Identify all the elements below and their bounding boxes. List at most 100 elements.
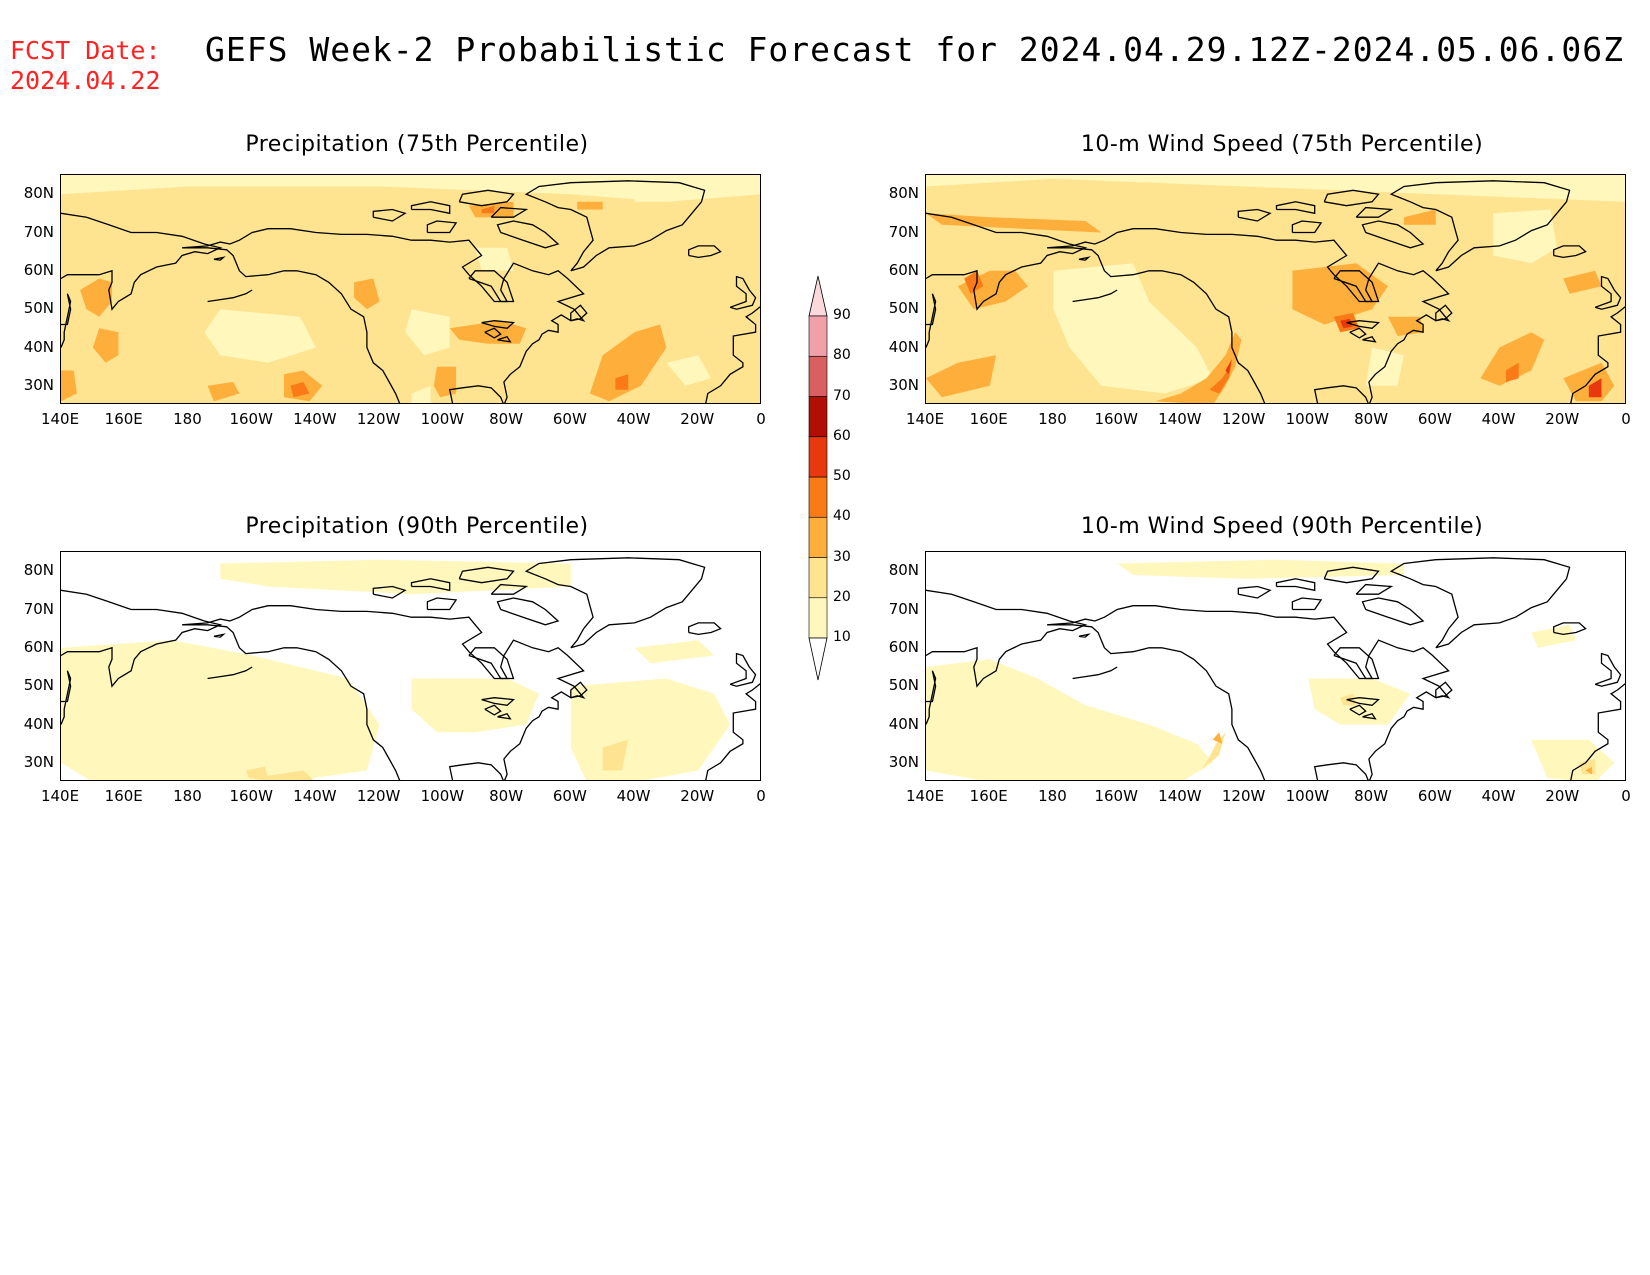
- map-canvas-precip-90: [61, 552, 760, 780]
- coastline: [1323, 566, 1380, 584]
- coastline: [372, 208, 407, 222]
- probability-area: [80, 278, 112, 317]
- main-title: GEFS Week-2 Probabilistic Forecast for 2…: [205, 30, 1625, 69]
- coastline: [1072, 666, 1118, 680]
- x-tick-label: 100W: [420, 787, 465, 805]
- probability-area: [61, 640, 380, 780]
- x-tick-label: 140W: [293, 787, 337, 805]
- x-tick-label: 160W: [1094, 787, 1138, 805]
- colorbar-label: 50: [833, 468, 851, 484]
- y-tick-label: 80N: [23, 561, 54, 580]
- probability-area: [1505, 362, 1519, 382]
- coastline: [372, 585, 407, 599]
- probability-area: [475, 247, 514, 271]
- y-tick-label: 60N: [23, 637, 54, 656]
- colorbar-swatch: [808, 557, 828, 599]
- y-tick-label: 30N: [888, 375, 919, 394]
- coastline: [1389, 557, 1571, 649]
- x-tick-label: 80W: [1354, 787, 1389, 805]
- coastline: [1323, 189, 1380, 207]
- coastline: [1047, 228, 1451, 403]
- coastline: [1346, 697, 1381, 706]
- colorbar-swatch: [808, 315, 828, 357]
- x-tick-label: 80W: [489, 410, 524, 428]
- coastline: [426, 597, 458, 611]
- probability-area: [1404, 209, 1436, 225]
- coastline: [1362, 713, 1377, 720]
- probability-area: [1480, 332, 1545, 386]
- x-tick-label: 80W: [1354, 410, 1389, 428]
- probability-area: [602, 739, 629, 771]
- colorbar-label: 40: [833, 508, 851, 525]
- probability-area: [1493, 209, 1557, 264]
- coastline: [926, 589, 1088, 688]
- probability-area: [204, 309, 316, 363]
- probability-area: [1340, 318, 1353, 329]
- coastline: [1078, 256, 1091, 261]
- coastline: [1349, 327, 1367, 339]
- probability-area: [634, 186, 673, 202]
- colorbar-label: 30: [833, 548, 851, 565]
- coastline: [688, 622, 722, 636]
- probability-area: [577, 201, 603, 210]
- y-tick-label: 40N: [888, 337, 919, 356]
- coastline: [61, 670, 72, 725]
- x-tick-label: 60W: [552, 410, 587, 428]
- x-tick-label: 40W: [616, 410, 651, 428]
- coastline: [1275, 578, 1316, 592]
- x-tick-label: 40W: [616, 787, 651, 805]
- coastline: [729, 275, 757, 310]
- coastline: [458, 566, 515, 584]
- coastline: [1291, 597, 1323, 611]
- probability-area: [481, 205, 495, 214]
- x-tick-label: 20W: [680, 410, 715, 428]
- x-tick-label: 160W: [1094, 410, 1138, 428]
- coastline: [1594, 652, 1622, 687]
- coastline: [497, 713, 512, 720]
- x-tick-label: 140E: [40, 410, 80, 428]
- y-tick-label: 50N: [888, 676, 919, 695]
- coastline: [1435, 681, 1453, 699]
- coastline: [497, 336, 512, 343]
- x-tick-label: 100W: [1285, 410, 1330, 428]
- coastline: [496, 597, 560, 626]
- x-tick-label: 120W: [1221, 410, 1266, 428]
- coastline: [570, 681, 588, 699]
- x-tick-label: 160E: [104, 787, 143, 805]
- coastline: [481, 697, 516, 706]
- probability-area: [411, 678, 539, 733]
- map-precip-90: [60, 551, 761, 781]
- coastline: [1361, 220, 1425, 249]
- probability-area: [290, 382, 310, 398]
- colorbar-top-extension: [808, 275, 828, 317]
- coastline: [468, 270, 515, 303]
- x-tick-label: 140W: [1158, 787, 1202, 805]
- x-tick-label: 0: [1621, 787, 1631, 805]
- coastline: [1361, 597, 1425, 626]
- probability-area: [926, 659, 1213, 780]
- probability-area: [405, 309, 450, 356]
- coastline: [207, 666, 253, 680]
- coastline: [1553, 622, 1587, 636]
- coastline: [926, 670, 937, 725]
- x-tick-label: 20W: [1545, 787, 1580, 805]
- coastline: [1594, 275, 1622, 310]
- coastline: [61, 293, 72, 348]
- colorbar: 90 80 70 60 50 40 30 20 10: [805, 272, 851, 686]
- colorbar-label: 80: [833, 347, 851, 364]
- x-tick-label: 180: [173, 787, 202, 805]
- x-tick-label: 0: [756, 787, 766, 805]
- coastline: [410, 201, 451, 215]
- map-canvas-wind-90: [926, 552, 1625, 780]
- probability-area: [1588, 378, 1602, 398]
- x-tick-label: 160E: [104, 410, 143, 428]
- x-tick-label: 40W: [1481, 787, 1516, 805]
- coastline: [570, 304, 588, 322]
- colorbar-label: 70: [833, 387, 851, 404]
- map-wind-90: [925, 551, 1626, 781]
- map-canvas-wind-75: [926, 175, 1625, 403]
- colorbar-swatch: [808, 516, 828, 558]
- fcst-date-caption: FCST Date:: [10, 36, 161, 65]
- coastline: [490, 206, 529, 218]
- coastline: [1333, 647, 1380, 680]
